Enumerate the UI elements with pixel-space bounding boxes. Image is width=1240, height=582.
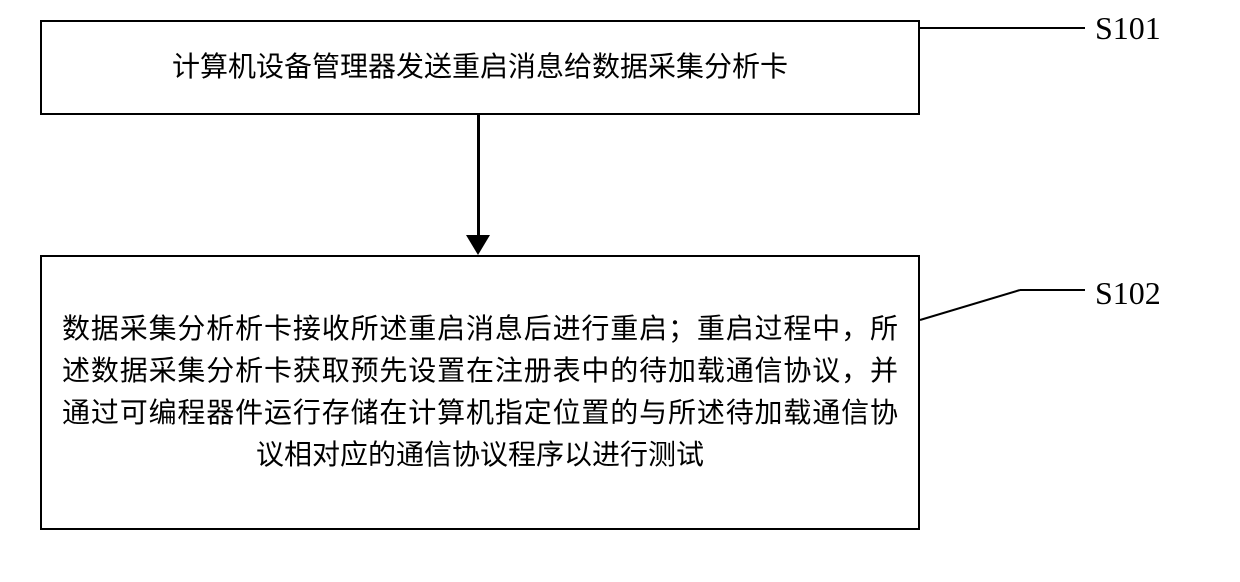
arrow-shaft <box>477 115 480 240</box>
arrow-head-icon <box>466 235 490 255</box>
leader-line-2 <box>920 280 1095 330</box>
leader-line-1 <box>920 20 1095 50</box>
flowchart-step-text-1: 计算机设备管理器发送重启消息给数据采集分析卡 <box>172 47 788 89</box>
step-label-1: S101 <box>1095 10 1161 47</box>
flowchart-step-box-1: 计算机设备管理器发送重启消息给数据采集分析卡 <box>40 20 920 115</box>
flowchart-step-text-2: 数据采集分析析卡接收所述重启消息后进行重启；重启过程中，所述数据采集分析卡获取预… <box>62 309 898 477</box>
flowchart-step-box-2: 数据采集分析析卡接收所述重启消息后进行重启；重启过程中，所述数据采集分析卡获取预… <box>40 255 920 530</box>
step-label-2: S102 <box>1095 275 1161 312</box>
